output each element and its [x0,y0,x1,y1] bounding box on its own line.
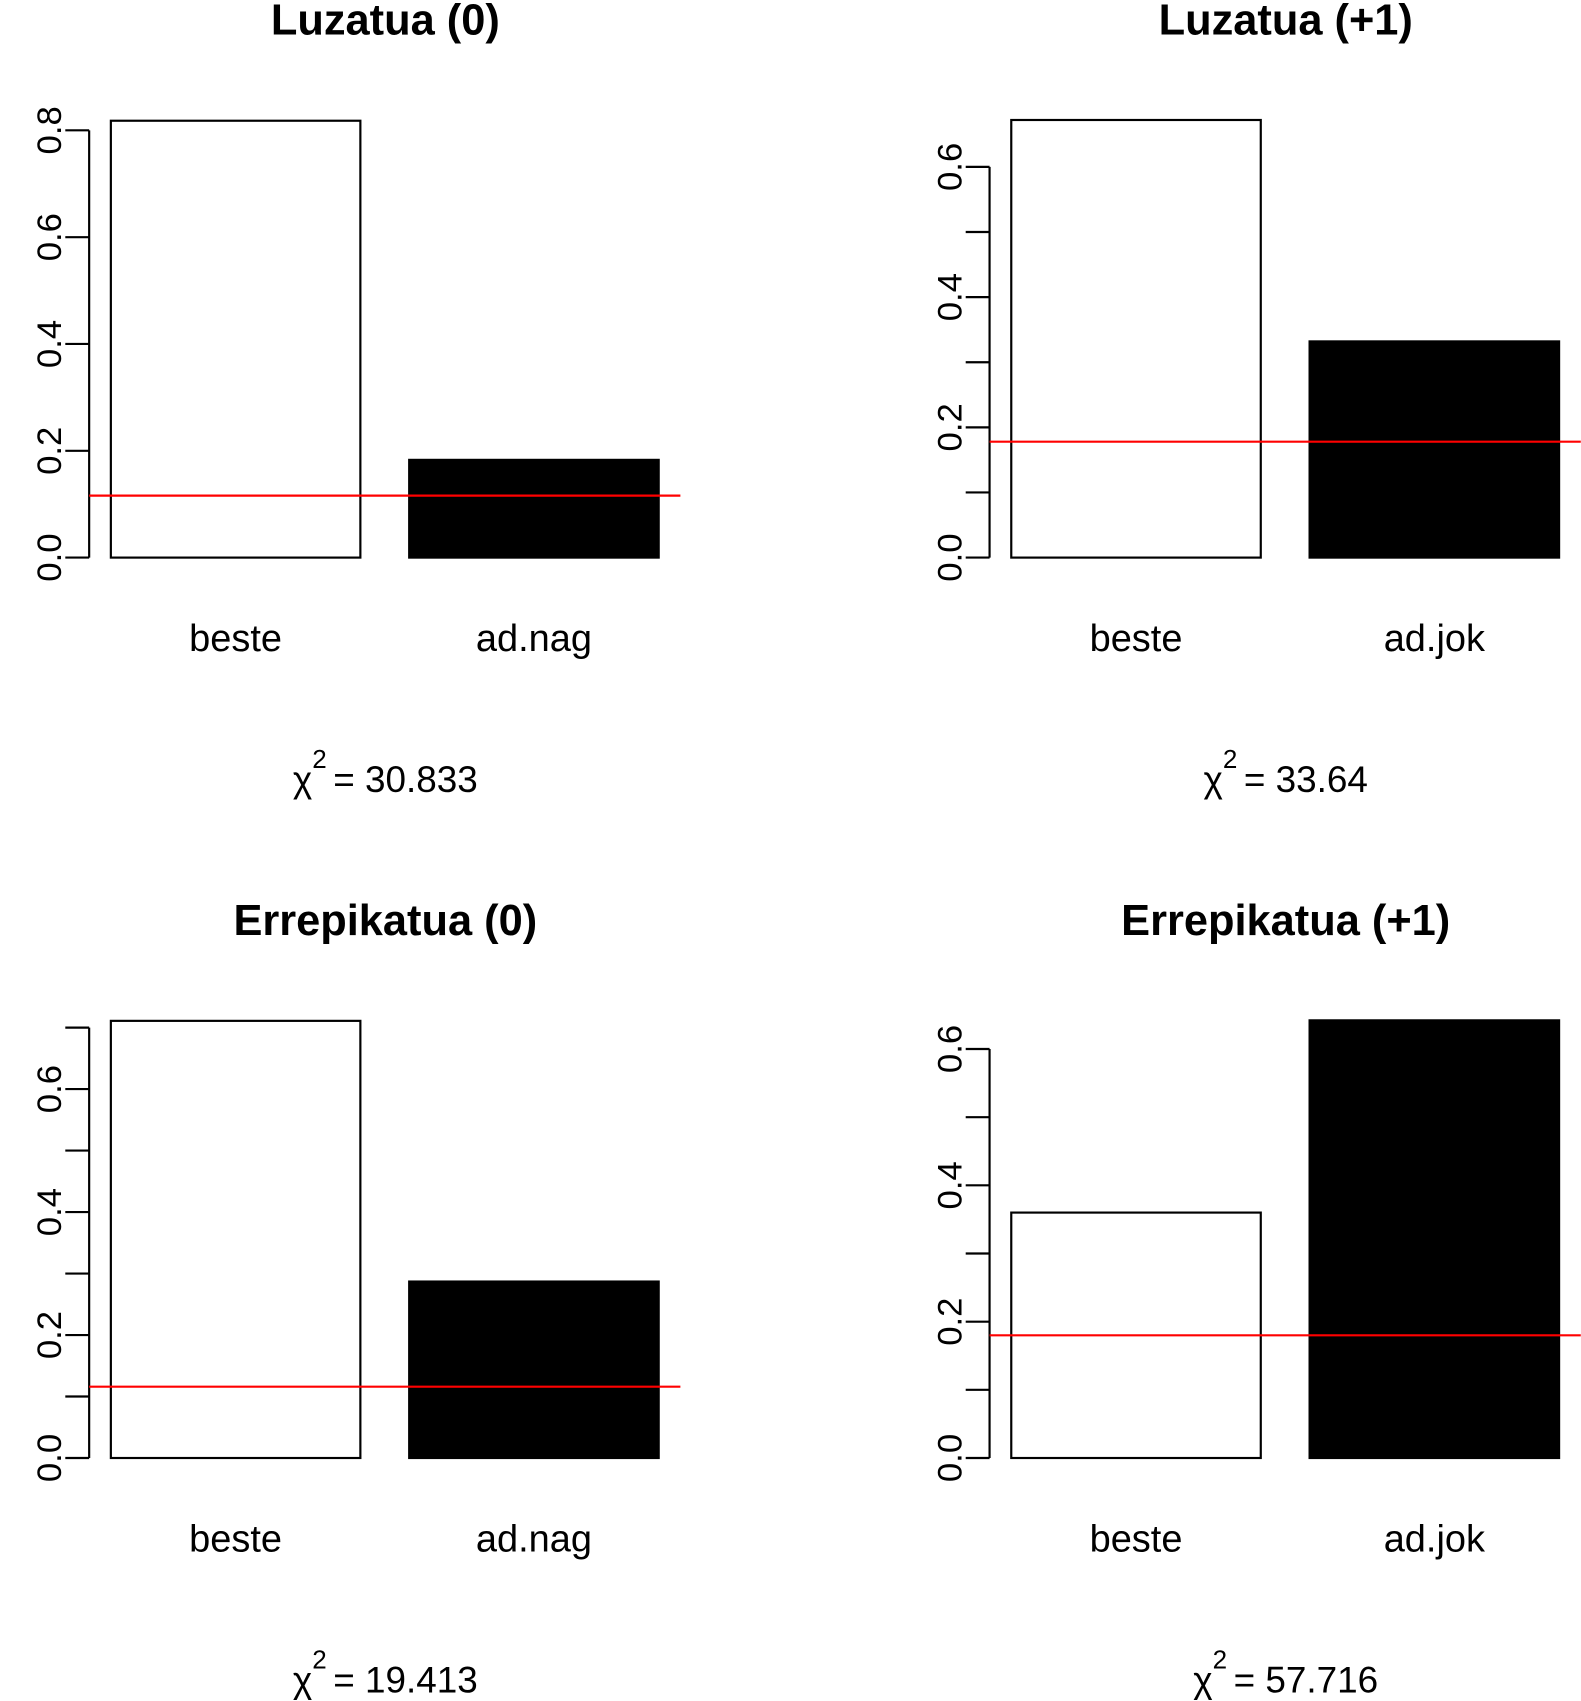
bar [1308,340,1561,559]
chi-power: 2 [312,1644,326,1674]
x-tick-label: ad.nag [476,618,592,660]
bar [109,119,362,559]
bar-chart-panel: Errepikatua (0) 0.0 0.2 0.4 0.6 beste ad.nag χ2… [31,897,681,1700]
chi-value: = 19.413 [333,1659,478,1700]
bar [109,1019,362,1460]
y-tick-label: 0.4 [931,1161,969,1209]
x-tick-label: ad.nag [476,1518,592,1560]
y-tick-label: 0.6 [931,143,969,191]
y-tick-label: 0.4 [931,273,969,321]
chi-symbol: χ [1193,1659,1212,1700]
chi-value: = 30.833 [333,759,478,800]
y-tick-label: 0.2 [31,1311,69,1359]
y-tick-label: 0.2 [931,1298,969,1346]
chi-label: χ2 = 30.833 [293,744,478,800]
bar-chart-panel: Luzatua (+1) 0.0 0.2 0.4 0.6 beste ad.jok χ2 = 3… [931,0,1581,800]
y-tick-label: 0.0 [31,1434,69,1482]
chi-value: = 57.716 [1234,1659,1379,1700]
chi-power: 2 [1223,744,1237,774]
y-tick-label: 0.6 [931,1025,969,1073]
chi-symbol: χ [1204,759,1223,800]
chart-title: Luzatua (+1) [1159,0,1413,45]
x-tick-label: ad.jok [1384,1518,1486,1560]
chi-power: 2 [1213,1644,1227,1674]
y-tick-label: 0.2 [31,427,69,475]
chi-label: χ2 = 19.413 [293,1644,478,1700]
y-tick-label: 0.2 [931,403,969,451]
bar-chart-panel: Errepikatua (+1) 0.0 0.2 0.4 0.6 beste ad.jok χ… [931,897,1581,1700]
x-tick-label: beste [189,618,282,660]
chi-value: = 33.64 [1244,759,1368,800]
bar-chart-panel: Luzatua (0) 0.0 0.2 0.4 0.6 0.8 beste ad.nag χ2 =… [31,0,681,800]
bar [1308,1019,1561,1460]
chi-label: χ2 = 57.716 [1193,1644,1378,1700]
chart-title: Luzatua (0) [271,0,500,45]
y-tick-label: 0.0 [931,533,969,581]
bar [1010,118,1262,559]
y-tick-label: 0.6 [31,213,69,261]
x-tick-label: beste [1090,618,1183,660]
chi-symbol: χ [293,1659,312,1700]
chi-symbol: χ [293,759,312,800]
y-tick-label: 0.6 [31,1065,69,1113]
bar [408,1280,660,1460]
y-tick-label: 0.0 [31,533,69,581]
x-tick-label: beste [1090,1518,1183,1560]
chart-title: Errepikatua (+1) [1121,897,1450,945]
chi-label: χ2 = 33.64 [1204,744,1368,800]
y-tick-label: 0.4 [31,1188,69,1236]
chi-power: 2 [312,744,326,774]
y-tick-label: 0.0 [931,1434,969,1482]
chart-title: Errepikatua (0) [233,897,537,945]
x-tick-label: ad.jok [1384,618,1486,660]
y-tick-label: 0.4 [31,320,69,368]
bar [408,458,660,559]
y-tick-label: 0.8 [31,106,69,154]
x-tick-label: beste [189,1518,282,1560]
